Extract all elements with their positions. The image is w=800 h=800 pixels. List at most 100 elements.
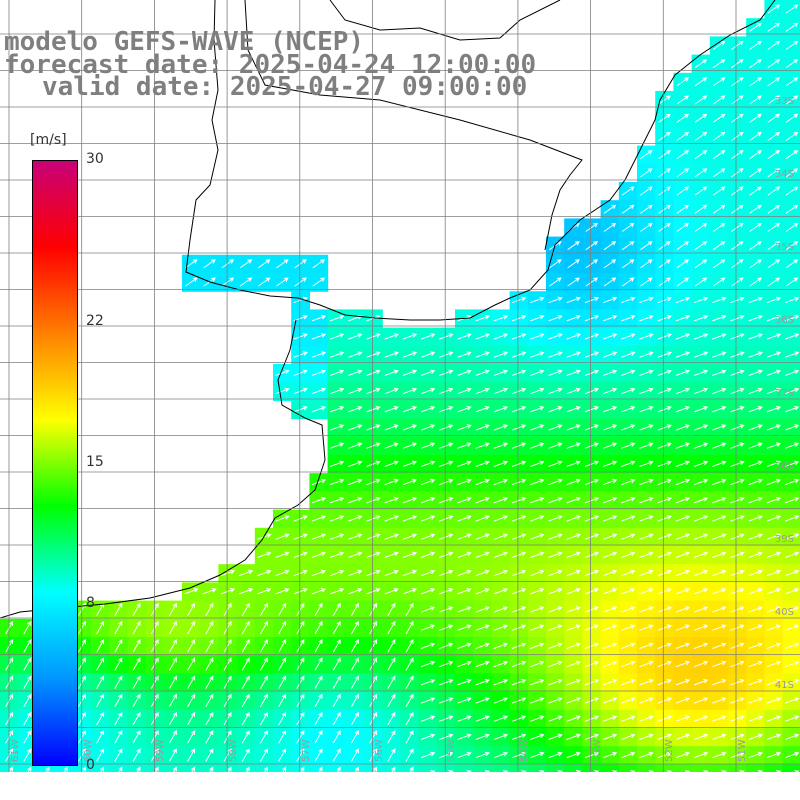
wind-arrow <box>420 624 436 631</box>
wind-arrow <box>694 131 708 141</box>
wind-arrow <box>185 259 198 269</box>
wind-arrow <box>278 657 287 671</box>
wind-arrow <box>530 296 545 304</box>
wind-arrow <box>439 387 454 395</box>
wind-arrow <box>548 333 563 340</box>
wind-arrow <box>648 770 654 772</box>
wind-arrow <box>475 551 490 558</box>
wind-arrow <box>584 751 600 759</box>
wind-arrow <box>621 733 636 740</box>
wind-arrow <box>329 551 345 558</box>
wind-arrow <box>276 259 289 269</box>
wind-arrow <box>675 406 691 413</box>
wind-arrow <box>730 333 745 340</box>
wind-arrow <box>457 369 472 376</box>
wind-arrow <box>420 424 436 431</box>
wind-arrow <box>712 296 727 304</box>
wind-arrow <box>584 369 600 376</box>
wind-arrow <box>621 715 636 722</box>
wind-arrow <box>785 40 799 50</box>
wind-arrow <box>475 569 490 577</box>
wind-arrow <box>584 569 600 577</box>
colorbar-tick-label: 30 <box>86 151 104 167</box>
wind-arrow <box>566 642 581 649</box>
wind-arrow <box>475 460 490 467</box>
wind-speed-cell <box>109 764 128 772</box>
wind-arrow <box>439 606 454 613</box>
wind-arrow <box>259 657 268 671</box>
wind-arrow <box>693 551 709 558</box>
wind-arrow <box>348 387 363 395</box>
wind-arrow <box>350 675 359 689</box>
wind-arrow <box>730 715 745 722</box>
wind-arrow <box>511 351 527 358</box>
wind-arrow <box>457 551 472 558</box>
wind-arrow <box>784 588 800 595</box>
wind-arrow <box>731 131 744 141</box>
wind-arrow <box>585 222 599 232</box>
wind-arrow <box>263 766 268 772</box>
wind-arrow <box>548 424 563 431</box>
wind-arrow <box>475 679 490 686</box>
wind-arrow <box>205 602 214 617</box>
wind-arrow <box>658 150 671 160</box>
wind-arrow <box>712 241 726 251</box>
wind-arrow <box>584 478 600 486</box>
wind-arrow <box>784 679 800 686</box>
wind-arrow <box>259 711 268 726</box>
wind-arrow <box>602 333 618 340</box>
wind-speed-cell <box>418 764 438 772</box>
wind-arrow <box>630 770 636 772</box>
latitude-label: 34S <box>774 169 794 180</box>
wind-arrow <box>731 95 744 105</box>
wind-arrow <box>584 606 600 613</box>
wind-arrow <box>405 748 414 762</box>
wind-arrow <box>712 715 727 722</box>
wind-arrow <box>384 333 399 340</box>
wind-arrow <box>332 730 341 744</box>
wind-arrow <box>387 657 396 671</box>
wind-arrow <box>350 693 359 708</box>
wind-arrow <box>675 497 691 504</box>
wind-arrow <box>675 442 691 449</box>
map-title-forecast-date: forecast date: 2025-04-24 12:00:00 <box>4 50 537 80</box>
wind-arrow <box>96 711 105 726</box>
wind-arrow <box>420 733 436 740</box>
wind-arrow <box>257 551 272 558</box>
wind-arrow <box>584 624 600 631</box>
wind-arrow <box>749 77 762 87</box>
wind-arrow <box>766 606 782 613</box>
wind-arrow <box>730 679 745 686</box>
wind-arrow <box>96 748 105 762</box>
wind-arrow <box>731 59 744 69</box>
wind-arrow <box>657 333 672 340</box>
wind-arrow <box>767 77 781 87</box>
wind-arrow <box>639 369 654 376</box>
wind-arrow <box>348 497 363 504</box>
wind-arrow <box>602 478 618 486</box>
wind-arrow <box>475 642 490 649</box>
wind-arrow <box>369 711 378 726</box>
wind-arrow <box>439 551 454 558</box>
wind-arrow <box>311 478 327 486</box>
wind-arrow <box>457 733 472 740</box>
wind-arrow <box>693 442 709 449</box>
wind-arrow <box>348 460 363 467</box>
wind-arrow <box>730 624 745 631</box>
wind-arrow <box>584 715 600 722</box>
wind-arrow <box>603 241 617 251</box>
wind-arrow <box>203 259 216 269</box>
wind-arrow <box>96 730 105 744</box>
wind-arrow <box>748 588 763 595</box>
wind-arrow <box>749 22 762 32</box>
wind-arrow <box>712 624 727 631</box>
wind-arrow <box>676 168 690 178</box>
wind-arrow <box>766 369 782 376</box>
wind-arrow <box>405 711 414 726</box>
wind-field-svg <box>0 0 800 772</box>
wind-arrow <box>420 478 436 486</box>
wind-arrow <box>785 22 799 32</box>
colorbar <box>32 160 78 766</box>
wind-arrow <box>730 515 745 522</box>
wind-arrow <box>409 766 414 772</box>
